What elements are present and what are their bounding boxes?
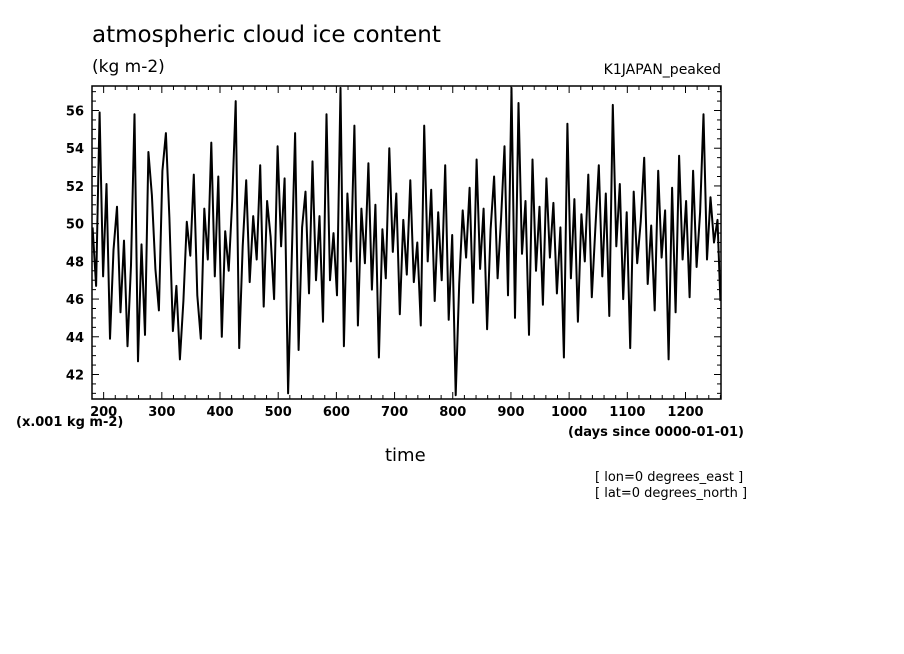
x-tick-label: 500 <box>265 405 292 420</box>
x-tick-label: 1000 <box>551 405 587 420</box>
axis-ticks <box>91 86 721 399</box>
y-tick-label: 44 <box>66 331 84 346</box>
x-tick-label: 700 <box>381 405 408 420</box>
x-tick-label: 900 <box>497 405 524 420</box>
series-line-0 <box>91 86 722 397</box>
x-tick-label: 1100 <box>609 405 645 420</box>
series-layer <box>91 86 722 397</box>
y-tick-label: 56 <box>66 105 84 120</box>
x-tick-label: 400 <box>206 405 233 420</box>
x-tick-label: 200 <box>90 405 117 420</box>
dataset-label: K1JAPAN_peaked <box>603 62 721 78</box>
x-axis-label: time <box>385 445 426 466</box>
chart-units: (kg m-2) <box>92 57 165 77</box>
x-tick-label: 1200 <box>667 405 703 420</box>
y-axis-scale-label: (x.001 kg m-2) <box>16 415 124 430</box>
x-tick-label: 600 <box>323 405 350 420</box>
chart-title: atmospheric cloud ice content <box>92 22 441 48</box>
x-tick-label: 300 <box>148 405 175 420</box>
latitude-note: [ lat=0 degrees_north ] <box>595 486 748 501</box>
y-tick-label: 48 <box>66 255 84 270</box>
y-tick-label: 42 <box>66 368 84 383</box>
x-tick-label: 800 <box>439 405 466 420</box>
longitude-note: [ lon=0 degrees_east ] <box>595 470 744 485</box>
y-tick-label: 46 <box>66 293 84 308</box>
y-tick-label: 52 <box>66 180 84 195</box>
x-axis-units-label: (days since 0000-01-01) <box>568 425 744 440</box>
y-tick-label: 54 <box>66 142 84 157</box>
axis-tick-labels: 200 300 400 500 600 700 800 900 1000 1100 1200 42 44… <box>66 105 704 420</box>
y-tick-label: 50 <box>66 218 84 233</box>
